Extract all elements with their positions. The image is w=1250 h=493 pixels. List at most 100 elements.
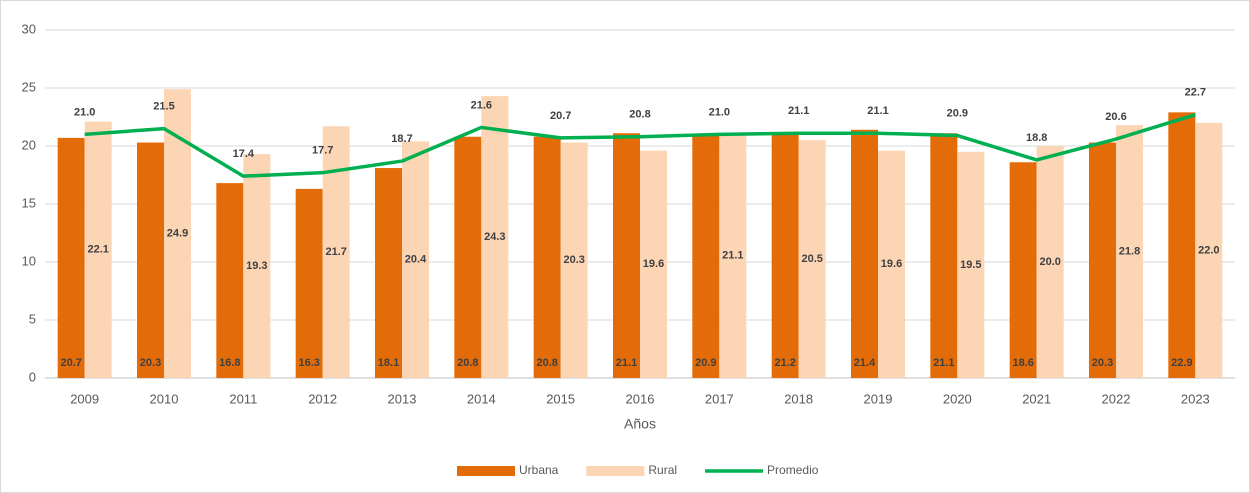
legend-label: Rural [648, 463, 677, 477]
x-tick-label: 2010 [150, 391, 179, 406]
bar-value-label: 20.3 [140, 357, 161, 369]
x-tick-label: 2011 [229, 391, 257, 406]
bar-value-label: 22.1 [87, 244, 108, 256]
bar-value-label: 21.2 [774, 357, 795, 369]
bar [798, 140, 826, 378]
bar [719, 133, 747, 378]
line-value-label: 21.5 [153, 101, 174, 113]
bar [1089, 142, 1116, 378]
bar-value-label: 20.3 [563, 254, 584, 266]
line-value-label: 21.1 [867, 105, 888, 117]
y-tick-label: 10 [22, 253, 36, 268]
bar-value-label: 21.8 [1119, 245, 1140, 257]
x-tick-label: 2020 [943, 391, 972, 406]
x-tick-label: 2021 [1022, 391, 1051, 406]
bar [1195, 122, 1223, 378]
line-value-label: 21.6 [471, 99, 492, 111]
line-value-label: 17.7 [312, 145, 333, 157]
legend-label: Urbana [519, 463, 559, 477]
x-tick-label: 2013 [388, 391, 417, 406]
bar [692, 135, 720, 378]
x-tick-label: 2019 [864, 391, 893, 406]
x-tick-label: 2009 [70, 391, 99, 406]
bar [1168, 112, 1196, 379]
bar [533, 136, 561, 378]
x-tick-label: 2023 [1181, 391, 1210, 406]
bar-value-label: 24.3 [484, 231, 505, 243]
bar [613, 133, 640, 378]
bar [216, 183, 244, 378]
bar-value-label: 21.4 [854, 357, 876, 369]
y-tick-label: 20 [22, 137, 36, 152]
bar-value-label: 20.8 [536, 357, 557, 369]
bar [1009, 162, 1037, 378]
x-tick-label: 2015 [546, 391, 575, 406]
bar-value-label: 20.0 [1039, 256, 1060, 268]
x-tick-label: 2012 [308, 391, 337, 406]
bar [402, 141, 429, 378]
line-value-label: 18.7 [391, 133, 412, 145]
bar-value-label: 21.7 [325, 246, 346, 258]
line-value-label: 20.9 [947, 107, 968, 119]
bar [771, 132, 799, 378]
x-tick-label: 2018 [784, 391, 813, 406]
y-tick-label: 0 [29, 369, 36, 384]
bar-value-label: 19.6 [881, 258, 902, 270]
line-value-label: 20.6 [1105, 111, 1126, 123]
bar-value-label: 21.1 [616, 357, 637, 369]
bar-value-label: 21.1 [722, 250, 743, 262]
bar [295, 188, 323, 378]
bar-value-label: 20.5 [801, 253, 822, 265]
y-tick-label: 30 [22, 21, 36, 36]
bar [84, 121, 112, 378]
x-axis-title: Años [624, 416, 656, 432]
bar-value-label: 18.1 [378, 357, 399, 369]
x-tick-label: 2017 [705, 391, 734, 406]
bar [137, 142, 164, 378]
line-value-label: 21.1 [788, 105, 809, 117]
line-value-label: 22.7 [1185, 87, 1206, 99]
bar-value-label: 20.4 [405, 254, 427, 266]
bar-value-label: 19.5 [960, 259, 981, 271]
x-tick-label: 2022 [1102, 391, 1131, 406]
bar-value-label: 19.3 [246, 260, 267, 272]
bar [957, 151, 985, 378]
bar-value-label: 22.9 [1171, 357, 1192, 369]
bar [560, 142, 588, 378]
bar [243, 154, 271, 378]
y-tick-label: 5 [29, 311, 36, 326]
bar-value-label: 20.7 [60, 357, 81, 369]
bar-value-label: 16.3 [298, 357, 319, 369]
legend-swatch [457, 466, 515, 476]
bar-value-label: 18.6 [1012, 357, 1033, 369]
y-tick-label: 15 [22, 195, 36, 210]
line-value-label: 21.0 [74, 106, 95, 118]
bar [851, 129, 878, 378]
bar [1036, 146, 1064, 378]
bar [878, 150, 905, 378]
x-tick-label: 2014 [467, 391, 496, 406]
bar-value-label: 20.9 [695, 357, 716, 369]
y-tick-label: 25 [22, 79, 36, 94]
line-value-label: 21.0 [709, 106, 730, 118]
bar-value-label: 16.8 [219, 357, 240, 369]
bar-value-label: 24.9 [167, 227, 188, 239]
bar-value-label: 21.1 [933, 357, 954, 369]
bar [930, 133, 958, 378]
bar [375, 168, 402, 378]
bar-value-label: 20.8 [457, 357, 478, 369]
line [84, 113, 1196, 178]
bar [640, 150, 667, 378]
legend-label: Promedio [767, 463, 819, 477]
bar-value-label: 20.3 [1092, 357, 1113, 369]
x-tick-label: 2016 [626, 391, 655, 406]
line-value-label: 17.4 [233, 148, 255, 160]
line-value-label: 20.8 [629, 109, 650, 121]
bar [1116, 125, 1143, 379]
bar [57, 137, 85, 378]
line-value-label: 20.7 [550, 110, 571, 122]
legend-swatch [586, 466, 645, 476]
bar-value-label: 22.0 [1198, 244, 1219, 256]
line-value-label: 18.8 [1026, 132, 1047, 144]
